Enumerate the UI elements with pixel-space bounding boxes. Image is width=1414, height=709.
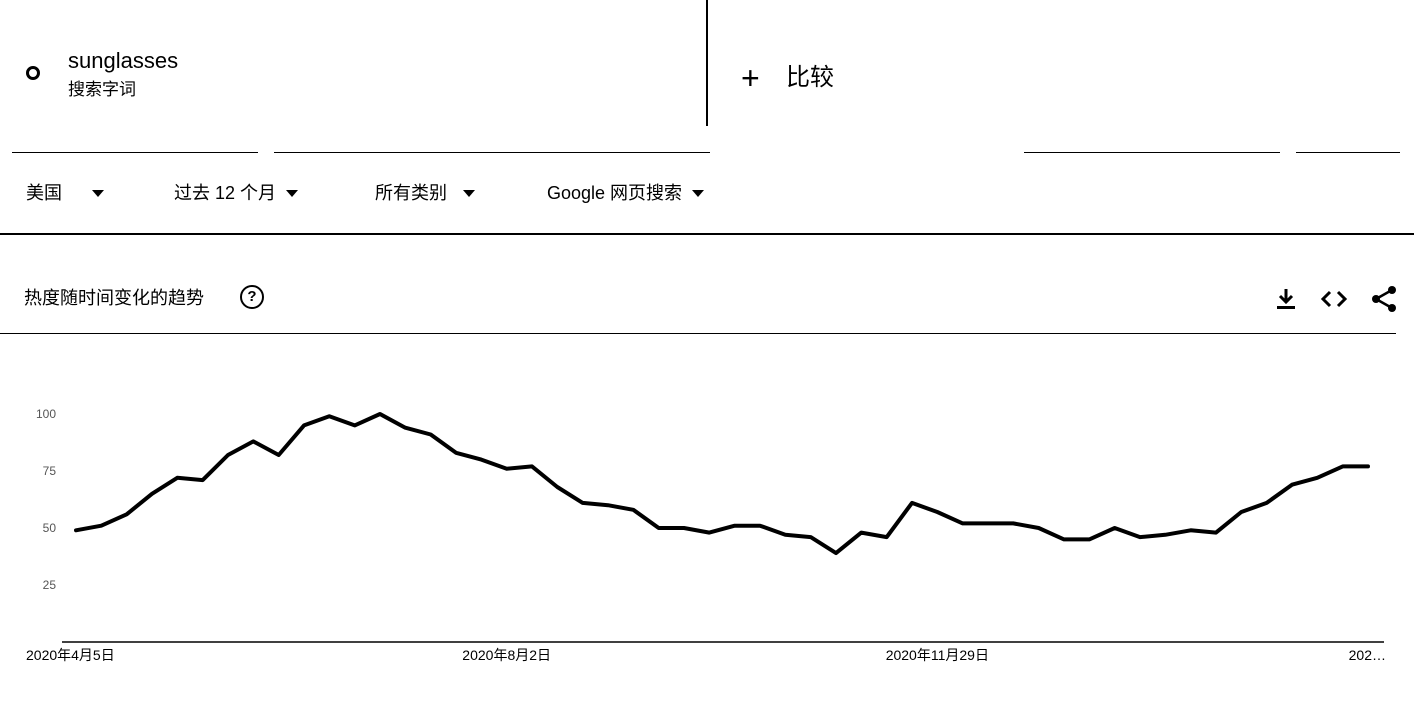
data-point[interactable] xyxy=(173,474,181,482)
data-point[interactable] xyxy=(1339,462,1347,470)
data-point[interactable] xyxy=(351,421,359,429)
download-icon[interactable] xyxy=(1270,283,1302,315)
filter-bar-divider xyxy=(0,233,1414,235)
data-point[interactable] xyxy=(1237,508,1245,516)
y-tick-label: 75 xyxy=(43,464,57,478)
y-tick-label: 100 xyxy=(36,407,56,421)
data-point[interactable] xyxy=(1085,535,1093,543)
time-range-dropdown-label: 过去 12 个月 xyxy=(174,183,277,203)
data-point[interactable] xyxy=(629,506,637,514)
plus-icon[interactable]: + xyxy=(741,60,760,96)
search-term-name[interactable]: sunglasses xyxy=(68,48,179,73)
x-tick-label: 2020年4月5日 xyxy=(26,647,115,663)
data-point[interactable] xyxy=(452,449,460,457)
x-axis: 2020年4月5日 2020年8月2日 2020年11月29日 202… xyxy=(26,647,1386,663)
data-point[interactable] xyxy=(1035,524,1043,532)
data-point[interactable] xyxy=(1187,526,1195,534)
data-point[interactable] xyxy=(933,508,941,516)
data-point[interactable] xyxy=(1136,533,1144,541)
data-point[interactable] xyxy=(1288,481,1296,489)
data-point[interactable] xyxy=(72,526,80,534)
search-type-dropdown-label: Google 网页搜索 xyxy=(547,183,683,203)
data-point[interactable] xyxy=(123,510,131,518)
data-point[interactable] xyxy=(249,437,257,445)
x-tick-label: 202… xyxy=(1349,647,1386,663)
data-point[interactable] xyxy=(528,462,536,470)
data-point[interactable] xyxy=(224,451,232,459)
data-point[interactable] xyxy=(376,410,384,418)
data-point[interactable] xyxy=(832,549,840,557)
chevron-down-icon xyxy=(692,189,705,197)
compare-input-underline xyxy=(1296,152,1400,153)
y-axis: 25 50 75 100 xyxy=(36,407,56,592)
y-tick-label: 25 xyxy=(43,578,57,592)
data-point[interactable] xyxy=(275,451,283,459)
y-tick-label: 50 xyxy=(43,521,57,535)
data-point[interactable] xyxy=(705,529,713,537)
section-title: 热度随时间变化的趋势 xyxy=(24,288,204,308)
data-point[interactable] xyxy=(1364,462,1372,470)
data-point[interactable] xyxy=(503,465,511,473)
data-point[interactable] xyxy=(148,490,156,498)
category-dropdown[interactable]: 所有类别 xyxy=(375,182,475,204)
section-divider xyxy=(0,333,1396,334)
search-type-dropdown[interactable]: Google 网页搜索 xyxy=(547,182,705,204)
data-point[interactable] xyxy=(807,533,815,541)
data-point[interactable] xyxy=(1212,529,1220,537)
term-input-underline xyxy=(274,152,710,153)
data-point[interactable] xyxy=(199,476,207,484)
data-point[interactable] xyxy=(1111,524,1119,532)
compare-input-underline xyxy=(1024,152,1280,153)
search-term-type: 搜索字词 xyxy=(68,80,136,99)
data-point[interactable] xyxy=(908,499,916,507)
term-color-dot xyxy=(26,66,40,80)
data-point[interactable] xyxy=(680,524,688,532)
chevron-down-icon xyxy=(286,189,299,197)
term-divider xyxy=(706,0,708,126)
compare-button[interactable]: 比较 xyxy=(786,64,834,91)
chevron-down-icon xyxy=(463,189,475,197)
category-dropdown-label: 所有类别 xyxy=(375,183,447,203)
data-point[interactable] xyxy=(300,421,308,429)
help-circle-icon[interactable]: ? xyxy=(240,285,264,309)
data-point[interactable] xyxy=(883,533,891,541)
data-point[interactable] xyxy=(477,456,485,464)
data-point[interactable] xyxy=(1009,519,1017,527)
data-point[interactable] xyxy=(579,499,587,507)
data-point[interactable] xyxy=(655,524,663,532)
data-point[interactable] xyxy=(1060,535,1068,543)
data-point[interactable] xyxy=(781,531,789,539)
region-dropdown[interactable]: 美国 xyxy=(26,182,104,204)
data-point[interactable] xyxy=(1161,531,1169,539)
data-point[interactable] xyxy=(756,522,764,530)
data-point[interactable] xyxy=(97,522,105,530)
data-point[interactable] xyxy=(731,522,739,530)
x-tick-label: 2020年8月2日 xyxy=(462,647,551,663)
series-line xyxy=(74,412,1370,556)
x-tick-label: 2020年11月29日 xyxy=(886,647,989,663)
data-point[interactable] xyxy=(427,431,435,439)
region-dropdown-label: 美国 xyxy=(26,183,62,203)
data-point[interactable] xyxy=(604,501,612,509)
data-point[interactable] xyxy=(1313,474,1321,482)
chevron-down-icon xyxy=(92,189,104,197)
data-point[interactable] xyxy=(959,519,967,527)
data-point[interactable] xyxy=(553,483,561,491)
data-point[interactable] xyxy=(984,519,992,527)
term-input-underline xyxy=(12,152,258,153)
embed-code-icon[interactable] xyxy=(1318,283,1350,315)
time-range-dropdown[interactable]: 过去 12 个月 xyxy=(174,182,299,204)
data-point[interactable] xyxy=(857,529,865,537)
data-point[interactable] xyxy=(401,424,409,432)
series-points xyxy=(72,410,1372,557)
share-icon[interactable] xyxy=(1368,283,1400,315)
data-point[interactable] xyxy=(325,412,333,420)
data-point[interactable] xyxy=(1263,499,1271,507)
